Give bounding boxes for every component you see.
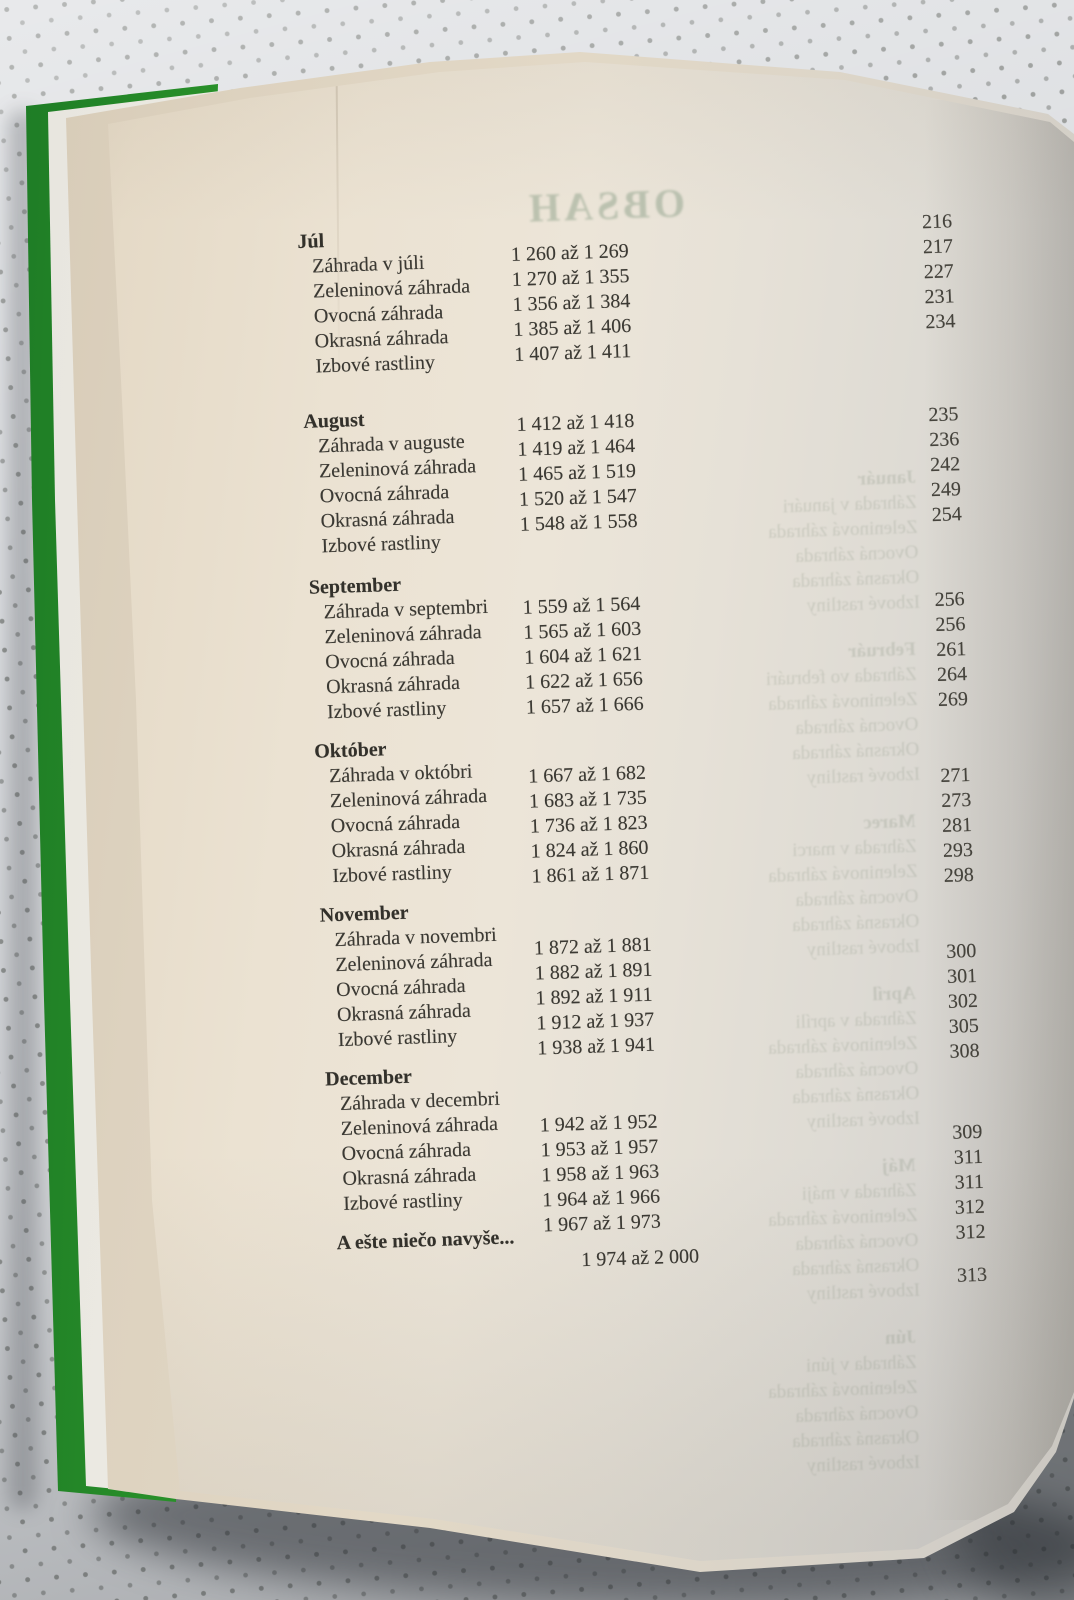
bleedthrough-section: Jún Záhrada v júni Zeleninová záhrada Ovocn… bbox=[615, 1325, 921, 1485]
toc-page-number: 256 bbox=[935, 613, 966, 637]
toc-page-number: 236 bbox=[928, 428, 960, 452]
toc-item-label: Izbové rastliny bbox=[337, 1025, 458, 1052]
toc-page-number: 249 bbox=[930, 478, 962, 502]
toc-page-number: 217 bbox=[922, 235, 954, 259]
toc-item-label: Izbové rastliny bbox=[332, 861, 453, 888]
toc-tip-range: 1 548 až 1 558 bbox=[519, 509, 638, 536]
toc-tip-range: 1 892 až 1 911 bbox=[535, 983, 653, 1010]
toc-page-number: 231 bbox=[924, 285, 955, 309]
toc-tip-range: 1 657 až 1 666 bbox=[525, 692, 645, 719]
toc-page-number: 256 bbox=[934, 588, 965, 612]
toc-section: Október Záhrada v októbri Zeleninová záhra… bbox=[314, 717, 999, 889]
toc-item-label: Izbové rastliny bbox=[342, 1189, 464, 1215]
toc-tip-range: 1 974 až 2 000 bbox=[580, 1245, 700, 1272]
toc-page-number: 242 bbox=[929, 453, 961, 477]
toc-page-number: 271 bbox=[940, 763, 971, 787]
toc-section: August Záhrada v auguste Zeleninová záhrad… bbox=[303, 387, 988, 559]
toc-tip-range: 1 861 až 1 871 bbox=[531, 861, 650, 888]
toc-page-number: 293 bbox=[942, 838, 974, 862]
toc-tip-range: 1 736 až 1 823 bbox=[529, 811, 648, 838]
toc-page-number: 235 bbox=[928, 403, 959, 427]
toc-section: November Záhrada v novembri Zeleninová záh… bbox=[319, 881, 1004, 1063]
toc-section: December Záhrada v decembri Zeleninová záh… bbox=[325, 1045, 1010, 1244]
toc-page-number: 264 bbox=[936, 663, 968, 687]
toc-page-number: 273 bbox=[940, 788, 972, 812]
toc-page-number: 301 bbox=[946, 964, 978, 988]
toc-page-number: 300 bbox=[945, 939, 977, 963]
toc-month-header: A ešte niečo navyše... bbox=[336, 1226, 515, 1255]
toc-tip-range: 1 604 až 1 621 bbox=[523, 642, 643, 669]
toc-page-number: 281 bbox=[941, 813, 973, 837]
toc-page-number: 311 bbox=[953, 1145, 984, 1169]
toc-page-number: 305 bbox=[948, 1014, 980, 1038]
toc-page-number: 302 bbox=[947, 989, 979, 1013]
toc-item-label: Izbové rastliny bbox=[321, 531, 442, 558]
toc-page-number: 227 bbox=[923, 260, 955, 284]
toc-page-number: 313 bbox=[956, 1263, 988, 1287]
toc-section: Júl Záhrada v júli Zeleninová záhrada Ovocn… bbox=[297, 207, 982, 379]
toc-section: September Záhrada v septembri Zeleninová z… bbox=[308, 553, 993, 725]
toc-item-label: Izbové rastliny bbox=[326, 697, 447, 724]
toc-tip-range: 1 407 až 1 411 bbox=[513, 339, 632, 366]
toc-page-number: 261 bbox=[935, 638, 967, 662]
toc-page-number: 234 bbox=[925, 310, 956, 334]
toc-item-label: Izbové rastliny bbox=[315, 351, 436, 378]
toc-block: Júl Záhrada v júli Zeleninová záhrada Ovocn… bbox=[297, 207, 1011, 1286]
toc-page-number: 269 bbox=[937, 688, 969, 712]
toc-page-number: 216 bbox=[921, 210, 953, 234]
toc-page-number: 309 bbox=[951, 1120, 983, 1144]
toc-page-number: 311 bbox=[954, 1170, 985, 1194]
toc-page-number: 254 bbox=[931, 503, 963, 527]
